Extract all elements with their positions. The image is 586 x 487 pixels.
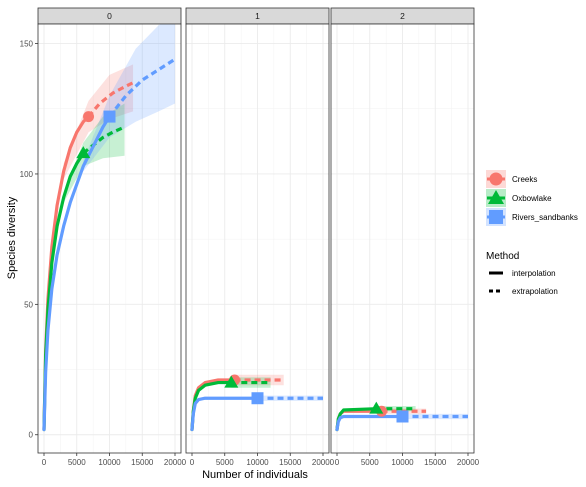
extrapolation-line-oxbowlake xyxy=(82,125,126,155)
y-tick-label: 100 xyxy=(20,170,34,179)
legend-label: Creeks xyxy=(512,175,537,184)
panel-content xyxy=(42,24,176,432)
legend-item-rivers_sandbanks: Rivers_sandbanks xyxy=(486,208,578,226)
panel-content xyxy=(335,401,468,432)
legend-item-oxbowlake: Oxbowlake xyxy=(486,189,552,207)
x-tick-label: 0 xyxy=(335,458,340,467)
legend-key-marker xyxy=(489,172,503,186)
confidence-band-oxbowlake xyxy=(63,103,125,203)
facet-strip-label: 2 xyxy=(400,11,405,21)
y-tick-label: 0 xyxy=(29,431,34,440)
x-axis-title: Number of individuals xyxy=(202,469,308,481)
legend-item-interpolation: interpolation xyxy=(489,269,556,278)
x-tick-label: 15000 xyxy=(279,458,302,467)
facet-strip-label: 0 xyxy=(107,11,112,21)
x-tick-label: 5000 xyxy=(68,458,86,467)
legend: Creeks Oxbowlake Rivers_sandbanks Method int… xyxy=(486,170,578,296)
facet-strip-label: 1 xyxy=(255,11,260,21)
extrapolation-line-rivers_sandbanks xyxy=(108,57,176,118)
facet-panels: 0 1 2 xyxy=(37,7,475,454)
observed-point-rivers_sandbanks xyxy=(396,410,409,423)
legend-label: Rivers_sandbanks xyxy=(512,213,578,222)
x-tick-label: 15000 xyxy=(424,458,447,467)
extrapolation-line-creeks xyxy=(87,81,134,118)
legend-label: Oxbowlake xyxy=(512,194,552,203)
legend-item-creeks: Creeks xyxy=(486,170,537,188)
x-tick-label: 10000 xyxy=(98,458,121,467)
legend-label: interpolation xyxy=(512,269,556,278)
confidence-band-oxbowlake xyxy=(231,377,271,388)
observed-point-creeks xyxy=(83,111,95,123)
interpolation-line-rivers_sandbanks xyxy=(335,414,405,432)
x-tick-label: 15000 xyxy=(131,458,154,467)
observed-point-oxbowlake xyxy=(224,375,239,388)
x-tick-label: 20000 xyxy=(312,458,335,467)
panel-1: 1 xyxy=(185,7,330,454)
legend-item-extrapolation: extrapolation xyxy=(489,287,558,296)
observed-point-oxbowlake xyxy=(76,146,91,159)
interpolation-line-rivers_sandbanks xyxy=(42,114,112,432)
y-axis-title: Species diversity xyxy=(6,196,18,279)
x-tick-label: 0 xyxy=(190,458,195,467)
y-tick-label: 150 xyxy=(20,40,34,49)
y-tick-label: 50 xyxy=(24,300,33,309)
legend-title-method: Method xyxy=(486,251,519,262)
interpolation-line-rivers_sandbanks xyxy=(190,396,260,432)
panel-2: 2 xyxy=(330,7,475,454)
legend-key-marker xyxy=(489,210,503,224)
x-tick-label: 10000 xyxy=(391,458,414,467)
observed-point-rivers_sandbanks xyxy=(103,110,116,123)
confidence-band-creeks xyxy=(63,64,134,180)
confidence-band-rivers_sandbanks xyxy=(83,24,175,172)
x-tick-label: 5000 xyxy=(361,458,379,467)
observed-point-oxbowlake xyxy=(369,401,384,414)
x-tick-label: 20000 xyxy=(164,458,187,467)
legend-label: extrapolation xyxy=(512,287,558,296)
observed-point-rivers_sandbanks xyxy=(251,392,264,405)
x-tick-label: 10000 xyxy=(246,458,269,467)
legend-key-marker xyxy=(488,190,504,204)
axes: 0 5000 10000 15000 20000 0 5000 10000 15000 20000… xyxy=(20,40,480,467)
panel-content xyxy=(190,374,323,432)
panel-0: 0 xyxy=(37,7,182,454)
x-tick-label: 5000 xyxy=(216,458,234,467)
x-tick-label: 0 xyxy=(42,458,47,467)
x-tick-label: 20000 xyxy=(457,458,480,467)
